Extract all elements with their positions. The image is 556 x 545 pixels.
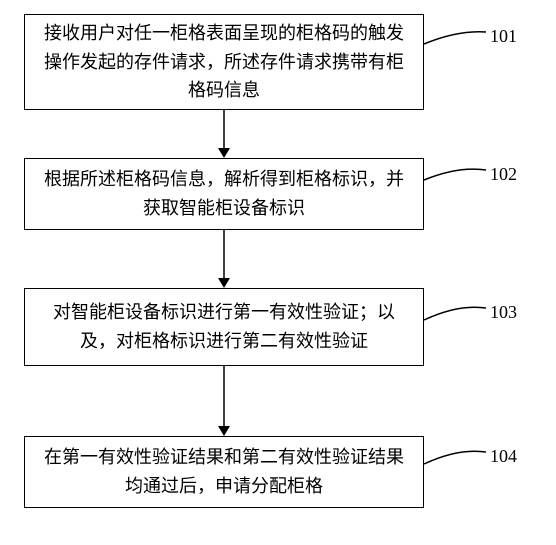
step-text-103: 对智能柜设备标识进行第一有效性验证；以及，对柜格标识进行第二有效性验证 xyxy=(41,298,407,356)
label-connector-0 xyxy=(424,32,486,44)
arrow-head-0 xyxy=(218,148,230,158)
step-box-102: 根据所述柜格码信息，解析得到柜格标识，并获取智能柜设备标识 xyxy=(24,158,424,230)
step-text-101: 接收用户对任一柜格表面呈现的柜格码的触发操作发起的存件请求，所述存件请求携带有柜… xyxy=(41,19,407,105)
step-label-104: 104 xyxy=(490,446,517,467)
step-text-104: 在第一有效性验证结果和第二有效性验证结果均通过后，申请分配柜格 xyxy=(41,443,407,501)
step-box-103: 对智能柜设备标识进行第一有效性验证；以及，对柜格标识进行第二有效性验证 xyxy=(24,288,424,366)
step-label-103: 103 xyxy=(490,302,517,323)
arrow-head-1 xyxy=(218,278,230,288)
step-box-101: 接收用户对任一柜格表面呈现的柜格码的触发操作发起的存件请求，所述存件请求携带有柜… xyxy=(24,14,424,110)
arrow-head-2 xyxy=(218,426,230,436)
flowchart-container: 接收用户对任一柜格表面呈现的柜格码的触发操作发起的存件请求，所述存件请求携带有柜… xyxy=(0,0,556,545)
step-label-102: 102 xyxy=(490,164,517,185)
step-label-101: 101 xyxy=(490,26,517,47)
step-box-104: 在第一有效性验证结果和第二有效性验证结果均通过后，申请分配柜格 xyxy=(24,436,424,508)
label-connector-1 xyxy=(424,169,486,180)
label-connector-2 xyxy=(424,307,486,320)
step-text-102: 根据所述柜格码信息，解析得到柜格标识，并获取智能柜设备标识 xyxy=(41,165,407,223)
label-connector-3 xyxy=(424,451,486,464)
